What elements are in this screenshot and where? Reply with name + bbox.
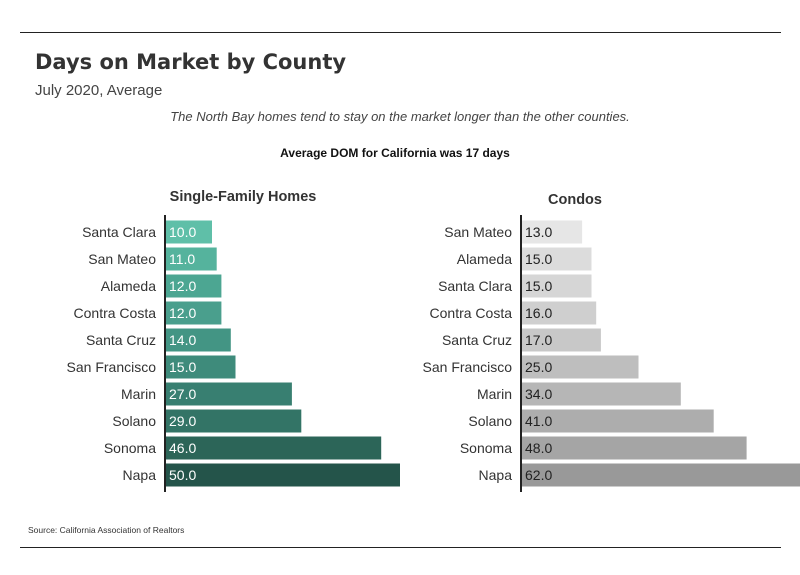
condo-bar: [521, 409, 714, 433]
condo-bar: [521, 301, 597, 325]
sfh-value-label: 15.0: [169, 359, 196, 375]
condo-value-label: 15.0: [525, 251, 552, 267]
condo-value-label: 62.0: [525, 467, 552, 483]
condo-category-label: Contra Costa: [430, 305, 513, 321]
condo-value-label: 15.0: [525, 278, 552, 294]
sfh-category-label: Contra Costa: [74, 305, 157, 321]
condo-panel-title: Condos: [548, 192, 602, 208]
sfh-value-label: 14.0: [169, 332, 196, 348]
sfh-bar: [165, 436, 382, 460]
condo-bar: [521, 355, 639, 379]
california-average-note: Average DOM for California was 17 days: [280, 146, 510, 160]
condo-category-label: Napa: [479, 467, 513, 483]
sfh-category-label: Napa: [123, 467, 157, 483]
sfh-category-label: Alameda: [101, 278, 156, 294]
sfh-bar: [165, 301, 222, 325]
sfh-value-label: 11.0: [169, 251, 195, 267]
condo-bar: [521, 463, 800, 487]
sfh-value-label: 10.0: [169, 224, 196, 240]
condo-value-label: 48.0: [525, 440, 552, 456]
condo-bar: [521, 382, 681, 406]
sfh-category-label: Solano: [112, 413, 156, 429]
sfh-category-label: Sonoma: [104, 440, 156, 456]
sfh-value-label: 12.0: [169, 305, 196, 321]
chart-subtitle: July 2020, Average: [35, 82, 163, 99]
top-rule: [20, 32, 781, 33]
bottom-rule: [20, 547, 781, 548]
sfh-bar: [165, 328, 231, 352]
sfh-value-label: 27.0: [169, 386, 196, 402]
chart-title: Days on Market by County: [35, 50, 347, 74]
condo-value-label: 17.0: [525, 332, 552, 348]
source-note: Source: California Association of Realto…: [28, 525, 185, 535]
condo-category-label: Solano: [468, 413, 512, 429]
condo-bar: [521, 436, 747, 460]
condo-value-label: 25.0: [525, 359, 552, 375]
condo-category-label: Sonoma: [460, 440, 512, 456]
sfh-category-label: Marin: [121, 386, 156, 402]
sfh-value-label: 12.0: [169, 278, 196, 294]
sfh-value-label: 50.0: [169, 467, 196, 483]
sfh-category-label: Santa Cruz: [86, 332, 156, 348]
condo-value-label: 16.0: [525, 305, 552, 321]
sfh-bar: [165, 274, 222, 298]
condo-category-label: Santa Clara: [438, 278, 512, 294]
sfh-value-label: 46.0: [169, 440, 196, 456]
condo-value-label: 13.0: [525, 224, 552, 240]
condo-value-label: 41.0: [525, 413, 552, 429]
annotation-text: The North Bay homes tend to stay on the …: [170, 109, 630, 124]
condo-category-label: San Francisco: [423, 359, 513, 375]
sfh-category-label: San Francisco: [67, 359, 157, 375]
condo-bar: [521, 328, 601, 352]
sfh-panel-title: Single-Family Homes: [170, 189, 317, 205]
condo-category-label: Alameda: [457, 251, 512, 267]
sfh-bar: [165, 382, 292, 406]
condo-category-label: San Mateo: [444, 224, 512, 240]
sfh-bar: [165, 355, 236, 379]
sfh-category-label: San Mateo: [88, 251, 156, 267]
condo-category-label: Santa Cruz: [442, 332, 512, 348]
sfh-category-label: Santa Clara: [82, 224, 156, 240]
condo-category-label: Marin: [477, 386, 512, 402]
condo-bar: [521, 274, 592, 298]
sfh-bar: [165, 409, 302, 433]
sfh-bar: [165, 220, 212, 244]
condo-value-label: 34.0: [525, 386, 552, 402]
sfh-value-label: 29.0: [169, 413, 196, 429]
sfh-bar: [165, 463, 400, 487]
sfh-bar: [165, 247, 217, 271]
condo-bar: [521, 220, 583, 244]
condo-bar: [521, 247, 592, 271]
